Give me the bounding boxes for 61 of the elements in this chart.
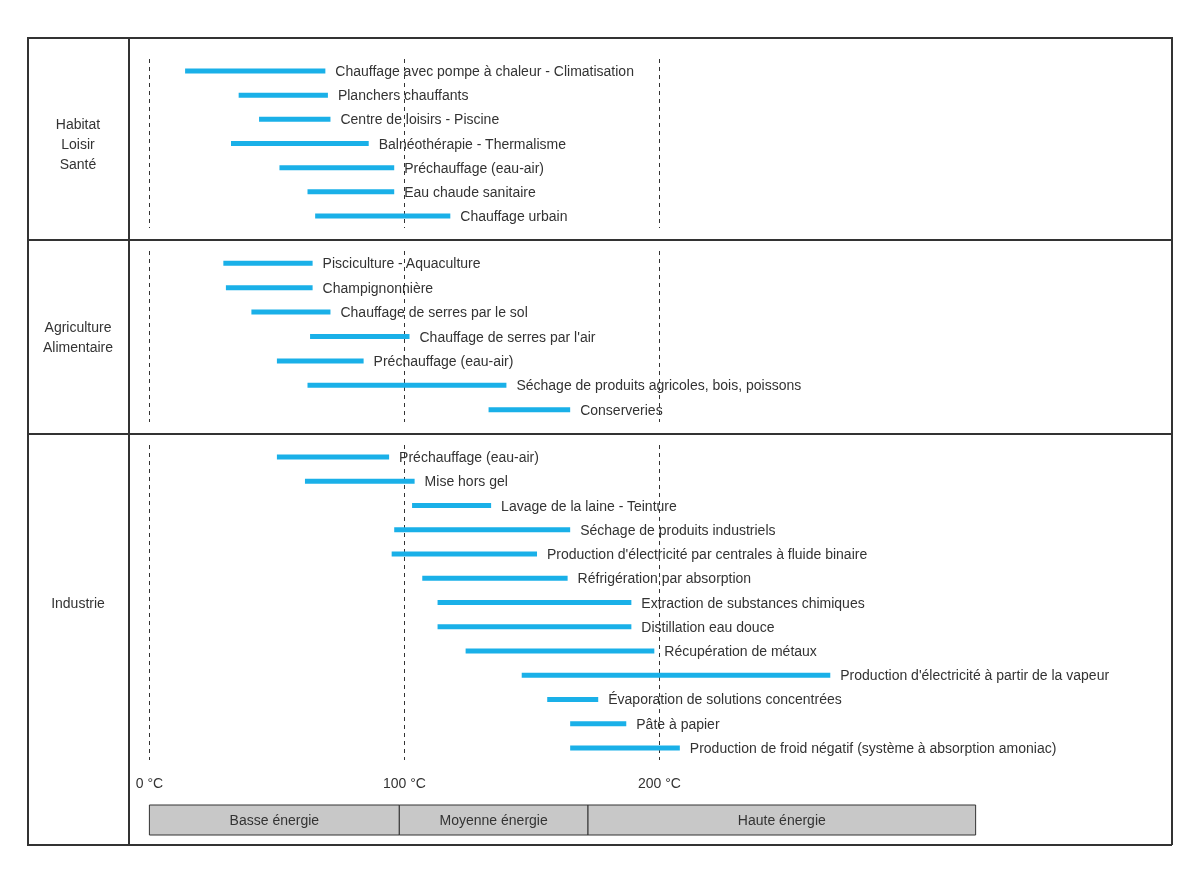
category-label: Séchage de produits agricoles, bois, poissons	[516, 377, 802, 394]
series-label: Basse énergie	[229, 812, 320, 828]
bar	[570, 721, 627, 727]
x-tick-label: 200 °C	[637, 775, 681, 791]
bar	[547, 696, 599, 702]
y-tick-label: Production de froid négatif (système à absorption amoniac)	[689, 739, 1057, 756]
y-tick-label: Lavage de la laine - Teinture	[501, 497, 677, 514]
category-label: Pisciculture - Aquaculture	[322, 255, 481, 272]
category-label: Conserveries	[580, 401, 663, 418]
bar	[521, 672, 831, 678]
bar	[307, 189, 395, 195]
bar	[437, 600, 632, 605]
y-tick-label: Pâte à papier	[636, 715, 720, 732]
y-tick-label: Production d'électricité par centrales à fluide binaire	[547, 546, 868, 563]
category-label: Champignonnière	[322, 279, 434, 296]
bar	[276, 454, 390, 460]
bar	[570, 745, 680, 751]
category-label: Centre de loisirs - Piscine	[340, 111, 500, 128]
y-axis-title: Industrie	[51, 594, 106, 611]
bar	[279, 165, 395, 171]
y-tick-label: Récupération de métaux	[664, 642, 817, 659]
y-tick-label: Séchage de produits industriels	[580, 521, 776, 538]
category-label: Préchauffage (eau-air)	[373, 352, 514, 369]
bar	[276, 358, 364, 364]
bar	[465, 648, 655, 654]
y-tick-label: Mise hors gel	[424, 473, 508, 490]
y-tick-label: Réfrigération par absorption	[577, 570, 752, 587]
bar	[437, 624, 632, 630]
category-label: Chauffage avec pompe à chaleur - Climatisation	[335, 63, 634, 80]
bar	[304, 478, 415, 484]
bar	[307, 382, 507, 388]
category-label: Eau chaude sanitaire	[404, 183, 536, 200]
category-label: Planchers chauffants	[337, 87, 469, 104]
bar	[394, 527, 571, 533]
x-tick-label: 100 °C	[382, 775, 426, 791]
y-tick-label: Production d'électricité à partir de la vapeur	[840, 667, 1110, 684]
bar	[315, 213, 451, 219]
x-tick-label: 0 °C	[135, 775, 164, 791]
bar	[231, 141, 369, 146]
category-label: Chauffage urbain	[460, 207, 568, 224]
series-label: Haute énergie	[737, 812, 827, 828]
bar	[223, 260, 313, 266]
bar	[310, 334, 410, 339]
y-tick-label: Distillation eau douce	[641, 618, 775, 635]
bar	[412, 503, 492, 509]
bar	[225, 285, 313, 291]
series-label: Moyenne énergie	[439, 812, 548, 828]
bar	[422, 575, 568, 581]
category-label: Balnéothérapie - Thermalisme	[378, 135, 566, 152]
bar	[259, 116, 331, 122]
y-tick-label: Évaporation de solutions concentrées	[608, 691, 842, 708]
bar	[238, 92, 328, 98]
bar	[251, 309, 331, 315]
bar	[391, 551, 538, 557]
y-axis-title: Agriculture Alimentaire	[42, 318, 114, 355]
category-label: Chauffage de serres par le sol	[340, 304, 528, 321]
bar	[185, 68, 326, 74]
category-label: Chauffage de serres par l'air	[419, 328, 596, 345]
y-axis-title: Habitat Loisir Santé	[55, 115, 101, 172]
bar	[488, 407, 571, 413]
y-tick-label: Extraction de substances chimiques	[641, 594, 865, 611]
